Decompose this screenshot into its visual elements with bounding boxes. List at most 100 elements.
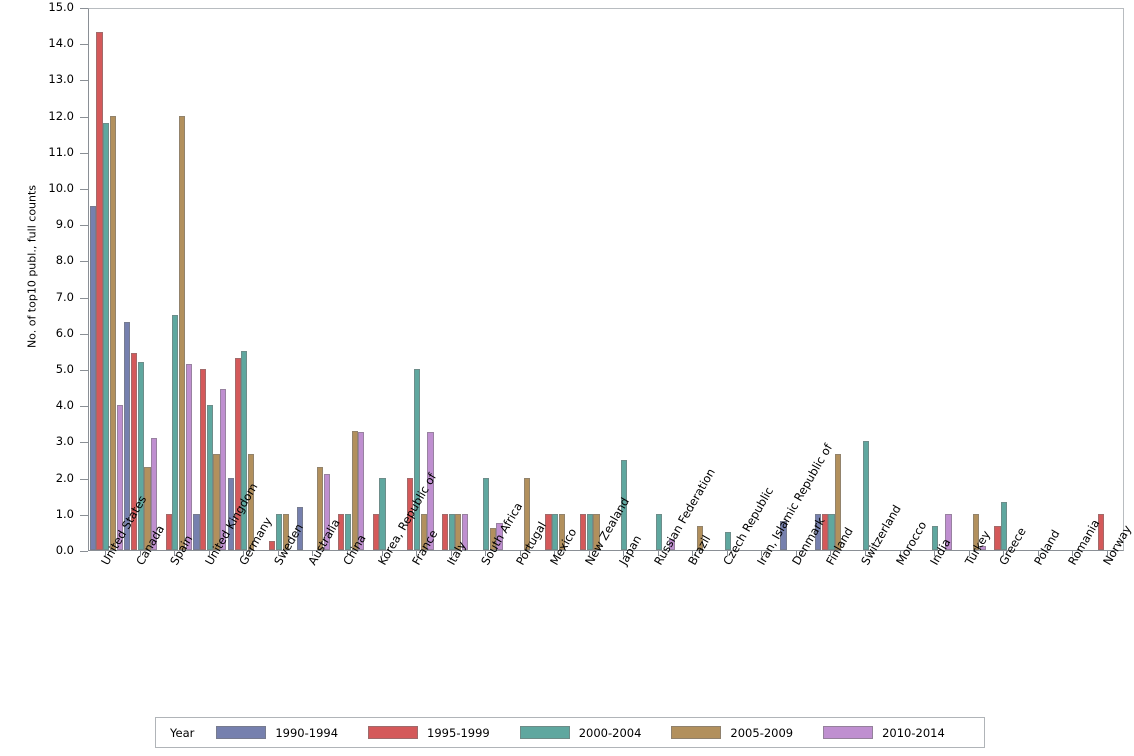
legend-swatch [368,726,419,739]
y-axis-tick: 0.0 [0,543,88,557]
bar [669,539,676,550]
y-axis-tick: 14.0 [0,36,88,50]
x-axis-tick-mark [865,551,866,556]
bar [427,432,434,550]
bar [241,350,248,550]
bar [379,477,386,550]
legend-entry[interactable]: 2010-2014 [823,726,945,740]
bars-layer [89,9,1123,550]
y-axis-tick-mark [80,406,88,408]
legend-swatch [823,726,874,739]
y-axis-tick: 3.0 [0,434,88,448]
y-axis-tick-label: 1.0 [55,506,74,521]
x-axis-tick-mark [450,551,452,556]
y-axis-tick: 5.0 [0,362,88,376]
y-axis-tick-label: 5.0 [55,362,74,376]
bar [372,513,379,550]
y-axis-tick: 7.0 [0,290,88,304]
bar [496,522,503,550]
bar [545,513,552,550]
bar [979,546,987,550]
y-axis-tick-label: 3.0 [55,434,74,449]
bar [200,369,207,550]
bar [323,473,330,550]
x-axis-tick-mark [726,551,728,556]
y-axis-tick-mark [80,370,88,371]
bar [593,513,600,550]
bar [96,32,103,550]
x-axis-tick-mark [347,551,348,556]
legend-entry[interactable]: 2005-2009 [671,726,793,740]
bar [213,454,220,550]
bar [579,513,587,550]
y-axis-tick-label: 13.0 [48,72,74,87]
x-axis-tick-mark [174,551,176,556]
bar [441,513,448,550]
bar [89,206,96,550]
y-axis-tick-mark [80,225,88,227]
bar [206,405,213,550]
y-axis-tick-label: 15.0 [48,0,74,14]
legend-title: Year [170,725,195,740]
plot-area [88,8,1124,551]
x-axis-tick-mark [692,551,694,556]
y-axis-tick: 1.0 [0,507,88,521]
y-axis-tick-mark [80,442,88,444]
x-axis-tick-mark [208,551,210,556]
bar [296,506,304,550]
x-axis-tick-mark [1037,551,1039,556]
bar [552,513,559,550]
y-axis-tick: 12.0 [0,109,88,123]
y-axis-tick: 9.0 [0,217,88,231]
bar [821,513,828,550]
bar [420,513,427,550]
bar [558,513,565,550]
bar [621,459,628,550]
bar [137,361,144,550]
bar [144,466,151,550]
x-axis-tick-mark [1106,551,1108,556]
bar [275,513,283,550]
bar [945,513,952,550]
y-axis-tick-label: 12.0 [48,108,74,123]
x-axis-tick-mark [657,551,659,556]
legend-entry[interactable]: 1990-1994 [216,726,338,740]
y-axis-title: No. of top10 publ., full counts [25,184,39,349]
x-axis-tick-mark [381,551,383,556]
x-axis-tick-mark [554,551,556,556]
legend-label: 2000-2004 [578,725,642,740]
x-axis-tick-mark [968,551,970,556]
bar [131,352,138,550]
bar [524,477,531,550]
bar [248,454,255,550]
bar [227,477,235,550]
x-axis-tick-mark [312,551,314,556]
y-axis-tick-label: 8.0 [55,253,74,268]
legend-entry[interactable]: 1995-1999 [368,726,490,740]
y-axis-tick: 13.0 [0,72,88,86]
bar [317,466,324,550]
bar [780,521,787,550]
x-axis-tick-mark [623,551,625,556]
bar [109,115,117,550]
bar [103,122,110,550]
y-axis-tick-label: 9.0 [55,217,74,232]
bar [124,321,131,550]
bar [696,526,704,550]
y-axis-tick-mark [80,333,88,335]
bar [358,432,365,550]
bar [413,369,421,550]
y-axis-tick-mark [80,80,88,82]
bar [282,513,289,550]
bar [338,513,345,550]
legend-entry[interactable]: 2000-2004 [519,725,642,740]
x-axis-tick-mark [830,551,832,556]
x-axis-tick-mark [934,551,936,556]
x-axis-tick-mark [1003,551,1005,556]
bar [814,513,822,550]
x-axis-tick-mark [588,551,590,556]
bar [973,513,980,550]
bar [344,513,352,550]
x-axis-tick-mark [243,551,245,556]
x-axis-tick-mark [795,551,797,556]
